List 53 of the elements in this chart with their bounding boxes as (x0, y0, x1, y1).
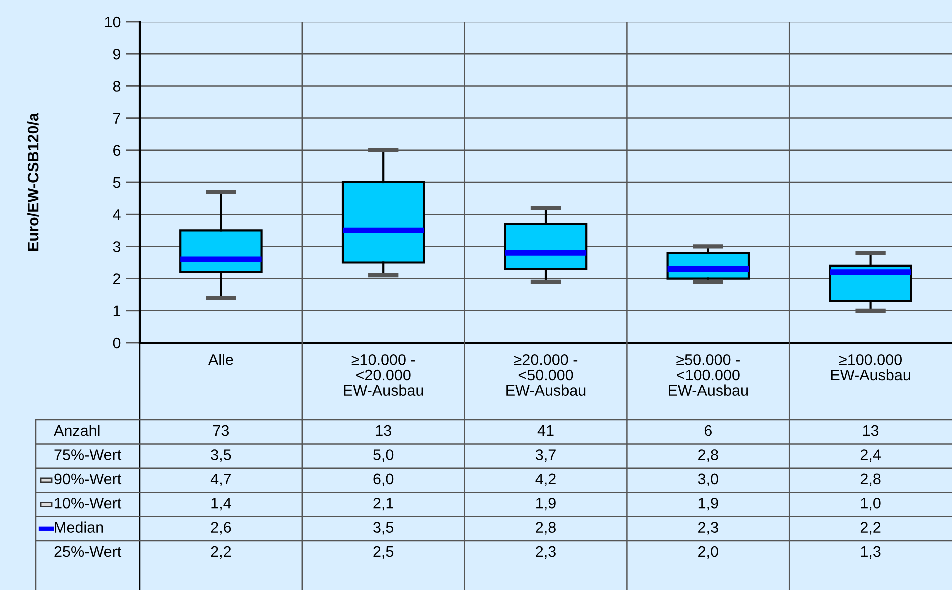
x-tick-label: ≥50.000 - <100.000 EW-Ausbau (669, 354, 748, 396)
text: 90%-Wert (54, 474, 122, 485)
y-tick-label: 7 (114, 113, 120, 124)
y-tick-label: 6 (114, 145, 121, 156)
text: 3,0 (698, 474, 718, 486)
text: 5,0 (374, 450, 394, 462)
text: 1,9 (698, 498, 718, 511)
text: 2,6 (211, 522, 232, 535)
x-tick-label: ≥20.000 - <50.000 EW-Ausbau (506, 354, 586, 396)
text: 10%-Wert (55, 498, 122, 509)
text: 1,4 (212, 498, 232, 511)
x-tick-label: ≥10.000 - <20.000 EW-Ausbau (344, 354, 424, 396)
text: 2,2 (211, 546, 232, 560)
text: 3,5 (211, 450, 232, 462)
y-tick-label: 3 (113, 242, 121, 252)
text: 2,4 (860, 450, 881, 462)
x-tick-label: ≥100.000 EW-Ausbau (831, 354, 910, 381)
text: 3,5 (374, 522, 394, 535)
y-tick-label: 5 (113, 178, 121, 188)
text: 2,8 (536, 522, 556, 535)
text: 2,2 (860, 522, 881, 535)
text: 2,8 (698, 450, 718, 462)
text: 2,0 (698, 546, 718, 560)
text: Median (55, 522, 104, 533)
text: 6,0 (374, 474, 394, 486)
text: 25%-Wert (54, 546, 122, 558)
x-tick-label: Alle (208, 354, 234, 366)
y-tick-label: 0 (113, 338, 121, 349)
text: 75%-Wert (54, 450, 122, 460)
text: 2,3 (536, 546, 556, 560)
text: 41 (538, 426, 554, 436)
text: 6 (704, 425, 712, 436)
text: 4,7 (210, 474, 232, 486)
text: 3,7 (536, 450, 556, 462)
y-tick-label: 1 (114, 306, 121, 316)
text: 4,2 (536, 474, 556, 486)
y-tick-label: 2 (114, 274, 120, 284)
text: 2,8 (860, 474, 881, 486)
text: Anzahl (54, 424, 100, 436)
y-axis-title: Euro/EW-CSB120/a (28, 112, 39, 251)
text: 1,9 (536, 498, 556, 511)
text: 73 (213, 425, 230, 436)
y-tick-label: 4 (113, 210, 121, 220)
text: 1,3 (861, 546, 881, 560)
text: 1,0 (861, 498, 881, 511)
text: 2,3 (698, 522, 718, 535)
text: 13 (863, 425, 879, 436)
y-tick-label: 10 (105, 16, 121, 28)
text: 2,1 (374, 498, 394, 511)
y-tick-label: 9 (113, 48, 121, 60)
text: 13 (376, 425, 392, 436)
y-tick-label: 8 (113, 81, 121, 92)
text: 2,5 (374, 546, 394, 560)
